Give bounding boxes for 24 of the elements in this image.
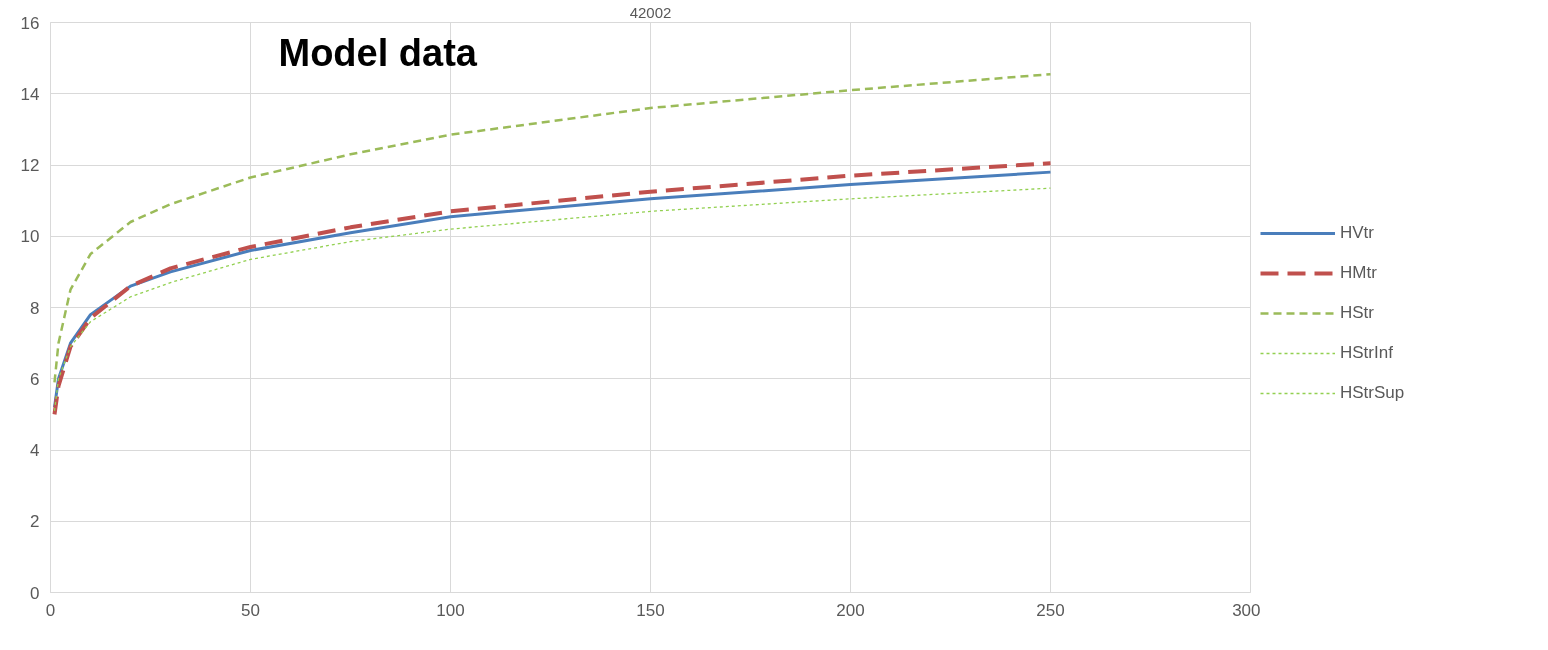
- y-tick-label: 6: [30, 369, 40, 389]
- x-tick-label: 0: [45, 600, 56, 620]
- x-tick-label: 100: [436, 600, 465, 620]
- y-tick-label: 14: [20, 84, 40, 104]
- line-series: [53, 72, 1052, 384]
- annotation: Model data: [278, 31, 478, 74]
- y-tick-label: 4: [30, 441, 40, 460]
- x-tick-label: 250: [1036, 600, 1065, 620]
- y-tick-label: 0: [30, 583, 40, 603]
- x-tick-label: 200: [836, 600, 865, 620]
- y-tick-label: 16: [20, 13, 40, 33]
- y-tick-label: 10: [20, 227, 40, 247]
- chart-title: 42002: [629, 3, 672, 21]
- legend-label: HStrSup: [1340, 383, 1405, 403]
- y-tick-label: 8: [30, 298, 40, 318]
- x-tick-label: 150: [636, 600, 665, 620]
- x-tick-label: 50: [241, 600, 260, 620]
- legend-label: HStr: [1340, 303, 1374, 323]
- y-tick-label: 2: [30, 512, 40, 532]
- legend-label: HStrInf: [1340, 343, 1393, 363]
- x-tick-label: 300: [1232, 600, 1261, 620]
- y-tick-label: 12: [20, 156, 40, 175]
- legend-label: HMtr: [1340, 263, 1377, 283]
- legend-label: HVtr: [1340, 223, 1374, 243]
